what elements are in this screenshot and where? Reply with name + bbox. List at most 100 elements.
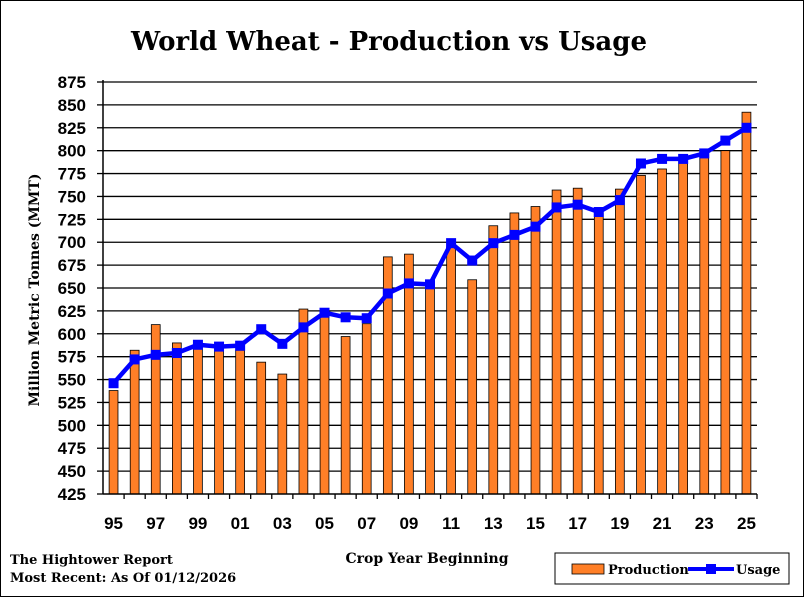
production-bar-96 — [129, 349, 140, 495]
production-bar-01 — [235, 349, 245, 495]
production-bar-03 — [277, 373, 288, 495]
usage-point-10 — [425, 279, 435, 290]
x-tick-label-05: 05 — [315, 514, 334, 533]
x-tick-label-09: 09 — [399, 514, 418, 533]
usage-point-12 — [467, 255, 478, 266]
usage-point-97 — [150, 349, 161, 360]
production-bar-07 — [361, 323, 372, 495]
production-bar-11 — [446, 246, 456, 495]
y-tick-label-775: 775 — [58, 165, 86, 184]
x-axis-label: Crop Year Beginning — [345, 551, 508, 567]
y-tick-label-525: 525 — [58, 393, 86, 412]
x-tick-label-13: 13 — [484, 514, 503, 533]
usage-point-16 — [551, 202, 562, 213]
usage-point-00 — [214, 341, 225, 352]
usage-point-05 — [319, 307, 330, 318]
production-bar-02 — [256, 361, 267, 495]
production-bar-13 — [488, 225, 499, 495]
x-tick-label-01: 01 — [231, 514, 250, 533]
production-bar-14 — [509, 212, 520, 495]
usage-point-98 — [171, 348, 182, 359]
production-bar-25 — [741, 111, 752, 495]
y-tick-labels: 425 450 475 500 525 550 575 600 625 650 675 700 725 7… — [58, 73, 86, 504]
usage-point-08 — [382, 288, 393, 299]
x-tick-label-03: 03 — [273, 514, 292, 533]
production-bar-06 — [340, 336, 351, 495]
production-bar-99 — [193, 346, 203, 495]
axes — [102, 80, 758, 499]
footer-date: Most Recent: As Of 01/12/2026 — [10, 571, 236, 586]
y-tick-label-550: 550 — [58, 371, 86, 390]
production-bars — [108, 111, 752, 495]
usage-point-96 — [129, 354, 140, 365]
usage-point-22 — [678, 153, 689, 164]
y-tick-label-825: 825 — [58, 119, 86, 138]
usage-point-95 — [108, 378, 119, 389]
x-tick-label-21: 21 — [653, 514, 672, 533]
y-tick-label-700: 700 — [58, 233, 86, 252]
legend-usage-marker — [706, 564, 716, 574]
production-bar-22 — [678, 160, 688, 495]
legend-production-swatch — [571, 563, 605, 575]
usage-point-20 — [635, 158, 646, 169]
footer-source: The Hightower Report — [10, 553, 173, 568]
usage-point-24 — [720, 135, 731, 146]
y-tick-label-475: 475 — [58, 439, 86, 458]
y-tick-label-625: 625 — [58, 302, 86, 321]
usage-point-23 — [699, 148, 710, 159]
y-tick-label-650: 650 — [58, 279, 86, 298]
legend: Production Usage — [554, 552, 790, 585]
y-tick-label-800: 800 — [58, 142, 86, 161]
production-bar-05 — [319, 315, 330, 495]
x-tick-labels: 95 97 99 01 03 05 07 09 11 13 15 17 19 21 23 25 — [104, 514, 756, 533]
usage-point-06 — [340, 312, 351, 323]
production-bar-09 — [404, 253, 414, 495]
y-tick-label-875: 875 — [58, 73, 86, 92]
usage-point-15 — [530, 221, 541, 232]
chart-title: World Wheat - Production vs Usage — [130, 27, 647, 57]
x-tick-label-97: 97 — [146, 514, 165, 533]
y-tick-label-850: 850 — [58, 96, 86, 115]
production-bar-15 — [530, 206, 541, 495]
x-tick-label-99: 99 — [188, 514, 207, 533]
y-tick-label-600: 600 — [58, 325, 86, 344]
usage-point-18 — [593, 207, 604, 218]
usage-line — [108, 122, 752, 389]
usage-point-25 — [741, 122, 752, 133]
production-bar-16 — [551, 189, 562, 495]
production-bar-00 — [214, 348, 224, 495]
y-axis-label: Million Metric Tonnes (MMT) — [27, 174, 43, 407]
production-bar-18 — [593, 213, 604, 495]
x-tick-label-17: 17 — [568, 514, 587, 533]
usage-point-99 — [192, 339, 203, 350]
x-tick-label-07: 07 — [357, 514, 376, 533]
legend-production-label: Production — [608, 563, 689, 578]
x-tick-label-11: 11 — [442, 514, 460, 533]
usage-point-21 — [657, 153, 668, 164]
production-bar-95 — [108, 390, 119, 495]
production-bar-23 — [699, 152, 710, 495]
y-tick-label-450: 450 — [58, 462, 86, 481]
production-bar-10 — [425, 286, 435, 495]
usage-point-09 — [403, 278, 414, 289]
x-tick-label-95: 95 — [104, 514, 123, 533]
y-tick-label-750: 750 — [58, 187, 86, 206]
y-tick-label-500: 500 — [58, 416, 86, 435]
production-bar-24 — [720, 150, 731, 495]
production-bar-21 — [657, 168, 667, 495]
x-tick-label-23: 23 — [695, 514, 714, 533]
production-bar-98 — [172, 342, 182, 495]
y-tick-label-675: 675 — [58, 256, 86, 275]
y-tick-label-725: 725 — [58, 210, 86, 229]
usage-point-19 — [614, 195, 625, 206]
y-tick-label-425: 425 — [58, 485, 86, 504]
production-bar-12 — [467, 279, 478, 495]
usage-point-11 — [446, 238, 457, 249]
x-tick-label-25: 25 — [737, 514, 756, 533]
usage-point-02 — [256, 324, 267, 335]
x-tick-label-15: 15 — [526, 514, 545, 533]
production-bar-20 — [636, 174, 646, 495]
production-bar-04 — [298, 308, 309, 495]
